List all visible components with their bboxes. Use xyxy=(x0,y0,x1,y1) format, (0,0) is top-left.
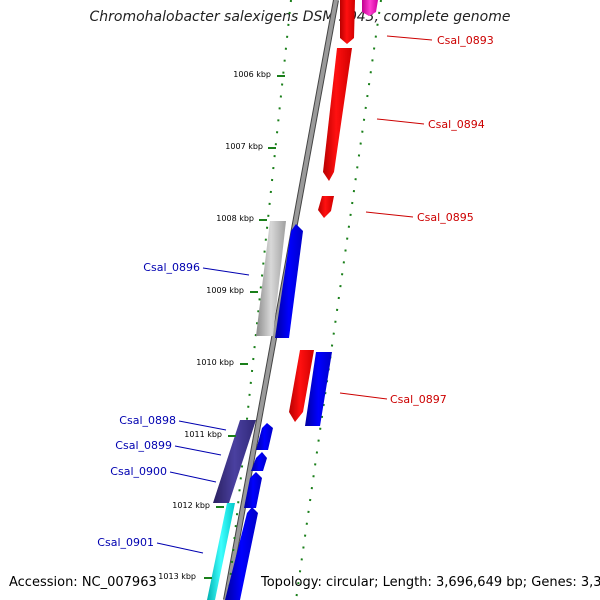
gene-label-csal-0901[interactable]: Csal_0901 xyxy=(97,536,154,549)
label-leader-line xyxy=(169,471,217,483)
map-title: Chromohalobacter salexigens DSM 3043, co… xyxy=(89,9,511,25)
gene-feature-csal-0897-a[interactable] xyxy=(289,350,314,422)
label-leader-line xyxy=(156,542,204,554)
gene-feature-csal-0896[interactable] xyxy=(275,224,303,338)
outer-dotted-track xyxy=(295,0,382,600)
trna-feature[interactable] xyxy=(362,0,378,16)
tick-label: 1013 kbp xyxy=(158,572,196,581)
topology-text: Topology: circular; Length: 3,696,649 bp… xyxy=(261,575,600,590)
gene-feature-csal-0893[interactable] xyxy=(340,0,355,44)
gene-label-csal-0898[interactable]: Csal_0898 xyxy=(119,414,176,427)
accession-text: Accession: NC_007963 xyxy=(9,575,157,590)
gene-label-csal-0897[interactable]: Csal_0897 xyxy=(390,393,447,406)
tick-label: 1012 kbp xyxy=(172,501,210,510)
gene-label-csal-0896[interactable]: Csal_0896 xyxy=(143,261,200,274)
gene-feature-csal-0900[interactable] xyxy=(244,472,262,508)
tick-label: 1008 kbp xyxy=(216,214,254,223)
gene-feature-csal-0901[interactable] xyxy=(225,507,258,600)
label-leader-line xyxy=(386,35,433,41)
label-leader-line xyxy=(376,118,425,125)
pseudogene-feature[interactable] xyxy=(256,221,286,336)
reverse-gene-labels: Csal_0893 Csal_0894 Csal_0895 Csal_0897 xyxy=(339,34,494,406)
forward-gene-labels: Csal_0896 Csal_0898 Csal_0899 Csal_0900 … xyxy=(97,261,250,554)
label-leader-line xyxy=(365,211,414,218)
tick-label: 1011 kbp xyxy=(184,430,222,439)
tick-label: 1009 kbp xyxy=(206,286,244,295)
tick-label: 1010 kbp xyxy=(196,358,234,367)
label-leader-line xyxy=(174,445,222,456)
gene-label-csal-0899[interactable]: Csal_0899 xyxy=(115,439,172,452)
tick-label: 1007 kbp xyxy=(225,142,263,151)
gene-label-csal-0900[interactable]: Csal_0900 xyxy=(110,465,167,478)
gene-label-csal-0895[interactable]: Csal_0895 xyxy=(417,211,474,224)
inner-dotted-track xyxy=(227,0,292,600)
gene-feature-csal-0894[interactable] xyxy=(323,48,352,181)
gene-feature-csal-0901-cyan[interactable] xyxy=(207,503,235,600)
label-leader-line xyxy=(202,267,250,276)
label-leader-line xyxy=(339,392,388,400)
label-leader-line xyxy=(178,420,227,431)
tick-label: 1006 kbp xyxy=(233,70,271,79)
gene-label-csal-0893[interactable]: Csal_0893 xyxy=(437,34,494,47)
gene-feature-csal-0895[interactable] xyxy=(318,196,334,218)
scale-ticks: 1006 kbp 1007 kbp 1008 kbp 1009 kbp 1010… xyxy=(158,70,285,581)
gene-feature-csal-0898-arrow[interactable] xyxy=(256,423,273,450)
gene-label-csal-0894[interactable]: Csal_0894 xyxy=(428,118,485,131)
gene-feature-csal-0897-b[interactable] xyxy=(305,352,332,426)
gene-feature-csal-0898[interactable] xyxy=(213,420,256,503)
gene-feature-csal-0899[interactable] xyxy=(251,452,267,471)
